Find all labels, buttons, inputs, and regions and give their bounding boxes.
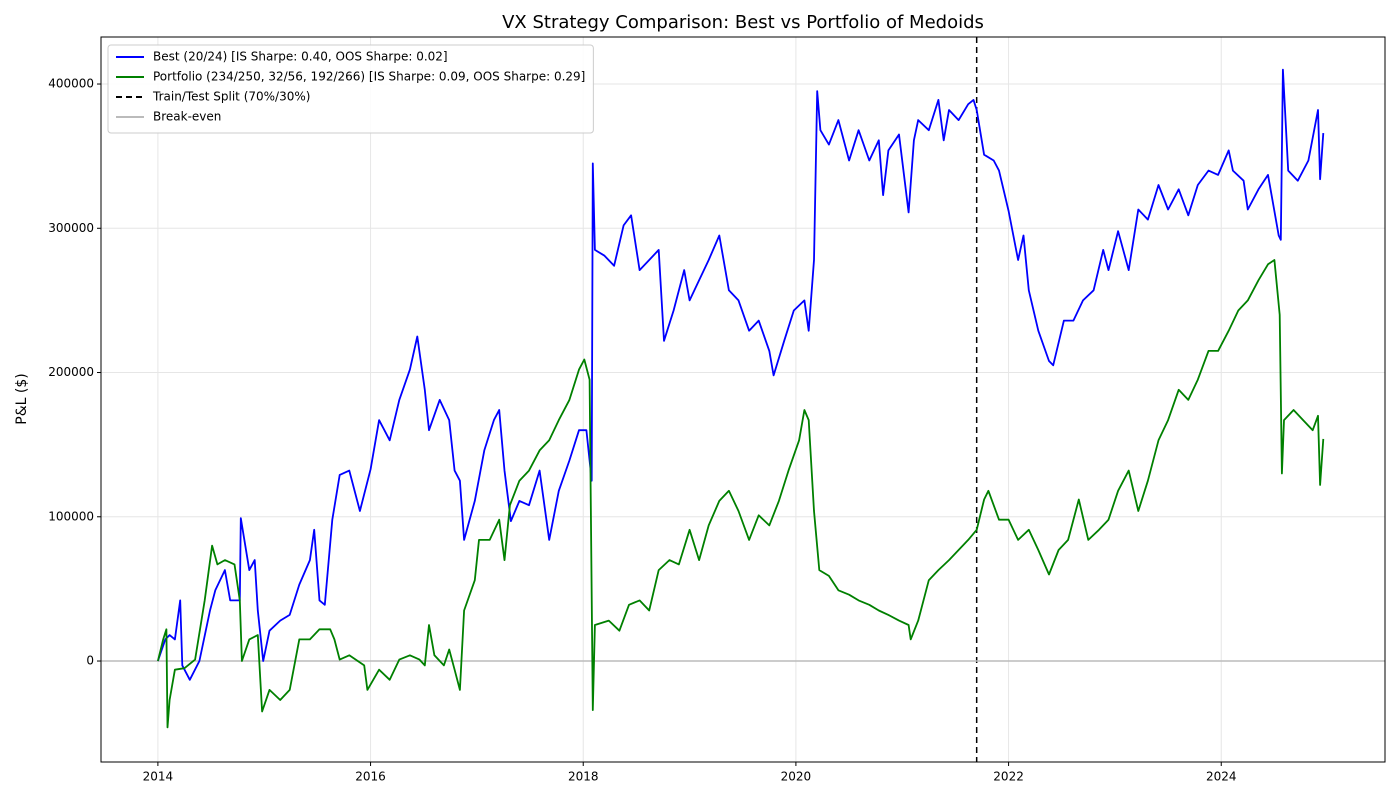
ticks: 0 100000 200000 300000 400000 2014 2016 2018 202… xyxy=(48,77,1236,784)
series-line xyxy=(157,68,1325,681)
legend-label: Best (20/24) [IS Sharpe: 0.40, OOS Sharp… xyxy=(153,50,448,64)
y-tick-label: 400000 xyxy=(48,77,94,91)
x-tick-label: 2020 xyxy=(781,770,812,784)
legend-label: Train/Test Split (70%/30%) xyxy=(152,90,310,104)
y-axis-label: P&L ($) xyxy=(14,373,30,424)
y-tick-label: 100000 xyxy=(48,509,94,523)
legend-label: Portfolio (234/250, 32/56, 192/266) [IS … xyxy=(153,70,585,84)
chart-title: VX Strategy Comparison: Best vs Portfoli… xyxy=(502,12,984,33)
plot-area xyxy=(101,37,1385,762)
y-tick-label: 0 xyxy=(86,654,94,668)
x-tick-label: 2024 xyxy=(1206,770,1237,784)
legend: Best (20/24) [IS Sharpe: 0.40, OOS Sharp… xyxy=(107,44,594,134)
y-tick-label: 300000 xyxy=(48,221,94,235)
x-tick-label: 2014 xyxy=(143,770,174,784)
legend-label: Break-even xyxy=(153,110,221,124)
legend-box xyxy=(107,44,594,134)
x-tick-label: 2016 xyxy=(355,770,386,784)
series-line xyxy=(157,259,1325,729)
x-tick-label: 2022 xyxy=(993,770,1024,784)
x-tick-label: 2018 xyxy=(568,770,599,784)
grid xyxy=(101,37,1385,762)
axes-frame xyxy=(100,36,1386,763)
y-tick-label: 200000 xyxy=(48,365,94,379)
